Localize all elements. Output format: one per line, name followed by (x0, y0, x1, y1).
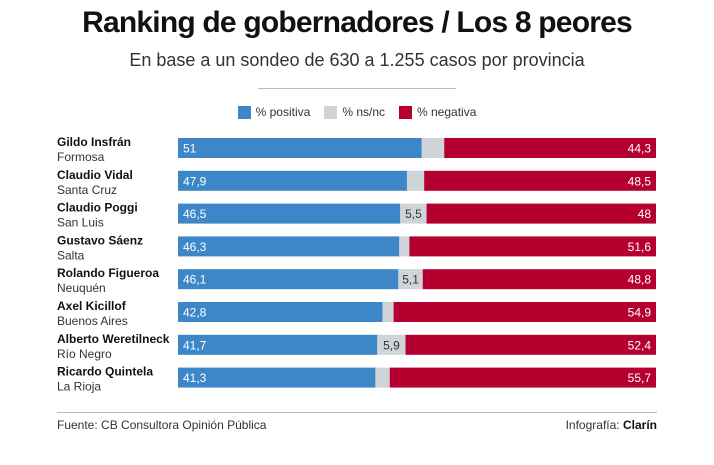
chart-title: Ranking de gobernadores / Los 8 peores (82, 6, 633, 39)
data-label-positive: 41,3 (183, 371, 207, 385)
data-label-negative: 48,8 (628, 273, 652, 287)
province-name: Formosa (57, 150, 105, 164)
data-label-negative: 52,4 (628, 338, 652, 352)
province-name: Neuquén (57, 281, 106, 295)
data-label-positive: 46,5 (183, 207, 207, 221)
source-note: Fuente: CB Consultora Opinión Pública (57, 418, 267, 432)
bar-segment-negative (409, 236, 656, 257)
bar-segment-positive (178, 236, 400, 257)
legend: % positiva % ns/nc % negativa (0, 105, 714, 119)
governor-name: Claudio Poggi (57, 201, 138, 215)
bar-segment-negative (405, 334, 656, 355)
province-name: Río Negro (57, 347, 112, 361)
bar-segment-negative (426, 203, 656, 224)
province-name: Salta (57, 248, 85, 262)
legend-item-negative: % negativa (399, 105, 476, 119)
bar-segment-nsnc (399, 236, 410, 257)
province-name: Santa Cruz (57, 183, 117, 197)
province-name: San Luis (57, 216, 104, 230)
bar-segment-negative (444, 138, 656, 158)
data-label-negative: 51,6 (628, 240, 652, 254)
bar-segment-nsnc (398, 269, 423, 290)
data-label-positive: 46,3 (183, 240, 207, 254)
governor-name: Alberto Weretilneck (57, 332, 170, 346)
data-label-nsnc: 5,1 (402, 273, 419, 287)
bar-segment-positive (178, 367, 376, 388)
legend-swatch-negative (399, 105, 412, 119)
data-label-nsnc: 5,5 (405, 207, 422, 221)
bar-segment-positive (178, 170, 407, 191)
governor-name: Gustavo Sáenz (57, 233, 143, 247)
data-label-positive: 42,8 (183, 306, 207, 320)
bar-segment-negative (393, 302, 656, 322)
credit-prefix: Infografía: (565, 418, 620, 432)
bar-segment-nsnc (421, 138, 445, 158)
data-label-positive: 46,1 (183, 273, 207, 287)
governor-name: Axel Kicillof (57, 299, 127, 313)
data-label-positive: 47,9 (183, 174, 207, 188)
data-label-negative: 44,3 (628, 142, 652, 156)
chart-subtitle: En base a un sondeo de 630 a 1.255 casos… (129, 50, 585, 70)
credit-note: Infografía: Clarín (566, 418, 657, 432)
bar-segment-negative (422, 269, 656, 290)
bar-segment-positive (178, 269, 399, 290)
bar-segment-negative (424, 170, 656, 191)
bar-segment-nsnc (400, 203, 427, 224)
legend-label-nsnc: % ns/nc (342, 105, 385, 119)
bar-segment-nsnc (375, 367, 390, 388)
bar-segment-positive (178, 203, 401, 224)
governor-name: Gildo Insfrán (57, 135, 131, 149)
legend-swatch-positive (237, 105, 251, 119)
bar-segment-positive (178, 302, 383, 322)
divider-bottom (57, 412, 657, 413)
legend-label-negative: % negativa (417, 105, 477, 119)
data-label-nsnc: 5,9 (383, 338, 400, 352)
governor-name: Claudio Vidal (57, 168, 133, 182)
legend-item-positive: % positiva (237, 105, 311, 119)
data-label-negative: 48 (638, 207, 652, 221)
bar-segment-positive (178, 138, 422, 158)
governor-name: Ricardo Quintela (57, 365, 153, 379)
bar-segment-negative (389, 367, 656, 388)
data-label-positive: 41,7 (183, 338, 207, 352)
data-label-negative: 55,7 (628, 371, 652, 385)
bar-segment-nsnc (377, 334, 406, 355)
province-name: Buenos Aires (57, 314, 128, 328)
credit-brand: Clarín (622, 418, 657, 432)
data-label-negative: 54,9 (628, 306, 652, 320)
legend-swatch-nsnc (324, 105, 338, 119)
data-label-positive: 51 (183, 142, 197, 156)
legend-label-positive: % positiva (255, 105, 311, 119)
province-name: La Rioja (57, 380, 101, 394)
data-label-negative: 48,5 (628, 174, 652, 188)
divider-top (258, 88, 456, 89)
bar-segment-nsnc (406, 170, 425, 191)
governor-name: Rolando Figueroa (57, 266, 159, 280)
legend-item-nsnc: % ns/nc (324, 105, 385, 119)
bar-segment-positive (178, 334, 378, 355)
bar-segment-nsnc (382, 302, 394, 322)
